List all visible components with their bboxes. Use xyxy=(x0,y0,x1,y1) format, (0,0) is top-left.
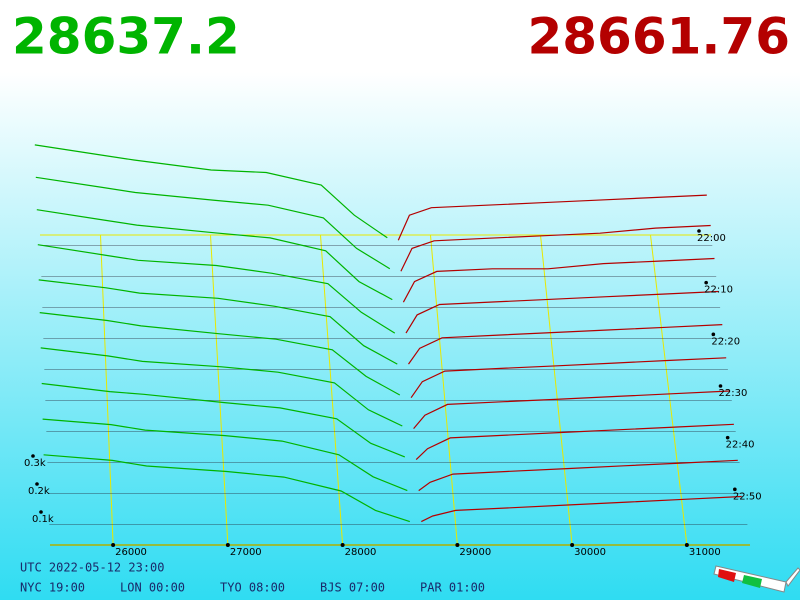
3d-glasses-icon xyxy=(713,565,800,593)
time-tick-mark xyxy=(733,487,737,492)
ask-depth-line xyxy=(405,290,719,334)
bid-depth-line xyxy=(40,347,403,427)
glasses-arm xyxy=(785,567,800,587)
time-tick-label: 22:40 xyxy=(726,440,755,451)
bid-depth-line xyxy=(43,454,410,523)
x-tick-label: 29000 xyxy=(459,547,491,558)
bid-depth-line xyxy=(42,418,408,492)
bid-depth-line xyxy=(39,312,401,396)
time-tick-mark xyxy=(711,332,716,337)
ask-depth-line xyxy=(418,459,738,492)
x-tick-mark xyxy=(111,543,116,547)
x-tick-label: 31000 xyxy=(689,547,721,558)
time-tick-label: 22:20 xyxy=(711,336,740,347)
ask-depth-line xyxy=(413,390,731,429)
bid-depth-line xyxy=(38,279,398,365)
utc-time: UTC 2022-05-12 23:00 xyxy=(20,561,165,575)
bid-depth-line xyxy=(36,209,393,301)
zone-time: BJS 07:00 xyxy=(320,581,385,595)
x-tick-label: 27000 xyxy=(230,547,262,558)
time-zones: NYC 19:00 LON 00:00 TYO 08:00 BJS 07:00 PAR … xyxy=(20,581,485,595)
y-tick-label: 0.3k xyxy=(24,458,46,469)
x-tick-mark xyxy=(684,543,689,547)
y-tick-mark xyxy=(31,454,35,458)
x-tick-label: 28000 xyxy=(345,547,377,558)
y-tick-mark xyxy=(39,510,43,514)
green-lens xyxy=(742,575,762,588)
time-tick-label: 22:30 xyxy=(719,388,748,399)
zone-time: PAR 01:00 xyxy=(420,581,485,595)
red-lens xyxy=(718,569,736,582)
bid-depth-line xyxy=(41,382,406,458)
ask-depth-line xyxy=(421,495,742,523)
time-tick-mark xyxy=(725,435,730,440)
time-tick-label: 22:10 xyxy=(704,285,733,296)
x-tick-mark xyxy=(570,543,575,547)
bid-depth-line xyxy=(34,144,388,239)
time-tick-label: 22:00 xyxy=(697,233,726,244)
x-tick-label: 30000 xyxy=(574,547,606,558)
bid-depth-line xyxy=(37,244,396,334)
ask-depth-line xyxy=(400,224,711,272)
x-tick-mark xyxy=(340,543,345,547)
zone-time: LON 00:00 xyxy=(120,581,185,595)
ask-depth-line xyxy=(402,257,715,303)
time-tick-label: 22:50 xyxy=(733,491,762,502)
time-tick-mark xyxy=(718,384,723,388)
bid-price: 28637.2 xyxy=(12,8,240,66)
y-tick-label: 0.1k xyxy=(32,514,54,525)
ask-depth-line xyxy=(410,357,727,399)
x-tick-mark xyxy=(455,543,460,547)
y-tick-mark xyxy=(35,482,39,486)
ask-depth-line xyxy=(408,324,723,365)
time-tick-mark xyxy=(704,280,708,285)
time-tick-mark xyxy=(697,229,701,233)
ask-price: 28661.76 xyxy=(527,8,790,66)
x-tick-label: 26000 xyxy=(115,547,147,558)
zone-time: TYO 08:00 xyxy=(220,581,285,595)
y-tick-label: 0.2k xyxy=(28,486,50,497)
bid-depth-line xyxy=(35,176,391,270)
ask-depth-line xyxy=(397,194,707,241)
ask-depth-line xyxy=(415,423,734,461)
x-tick-mark xyxy=(225,543,230,547)
plot: 26000 27000 28000 29000 30000 31000 0.1k 0.2k 0.… xyxy=(24,144,762,558)
zone-time: NYC 19:00 xyxy=(20,581,85,595)
